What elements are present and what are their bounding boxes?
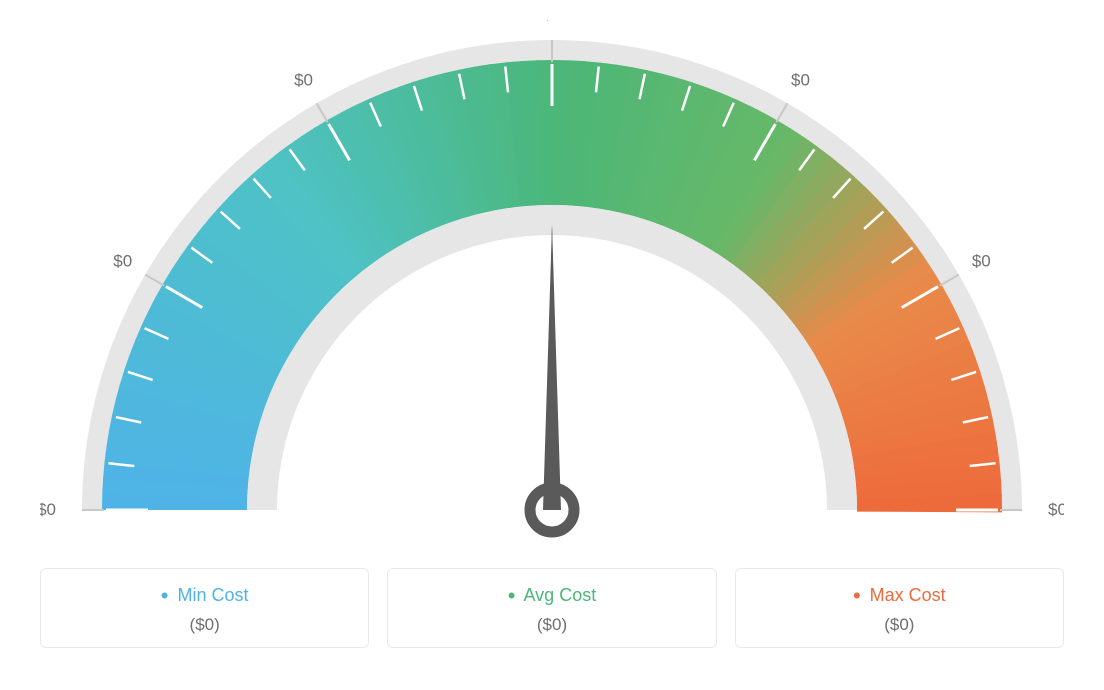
svg-text:$0: $0 (791, 71, 810, 90)
gauge-svg: $0 $0 $0 $0 $0 $0 $0 (40, 20, 1064, 560)
legend-card-avg: • Avg Cost ($0) (387, 568, 716, 648)
legend-label-max: • Max Cost (752, 583, 1047, 609)
svg-text:$0: $0 (294, 71, 313, 90)
legend-row: • Min Cost ($0) • Avg Cost ($0) • Max Co… (40, 568, 1064, 648)
legend-label-max-text: Max Cost (870, 585, 946, 605)
legend-label-min-text: Min Cost (178, 585, 249, 605)
svg-text:$0: $0 (40, 500, 56, 519)
svg-text:$0: $0 (543, 20, 562, 23)
svg-text:$0: $0 (972, 252, 991, 271)
dot-icon-max: • (853, 583, 861, 608)
legend-label-avg-text: Avg Cost (524, 585, 597, 605)
legend-label-avg: • Avg Cost (404, 583, 699, 609)
legend-value-max: ($0) (752, 615, 1047, 635)
legend-value-min: ($0) (57, 615, 352, 635)
legend-label-min: • Min Cost (57, 583, 352, 609)
dot-icon-min: • (161, 583, 169, 608)
legend-card-max: • Max Cost ($0) (735, 568, 1064, 648)
legend-card-min: • Min Cost ($0) (40, 568, 369, 648)
dot-icon-avg: • (508, 583, 516, 608)
svg-text:$0: $0 (1048, 500, 1064, 519)
legend-value-avg: ($0) (404, 615, 699, 635)
gauge-chart: $0 $0 $0 $0 $0 $0 $0 (40, 20, 1064, 560)
svg-text:$0: $0 (113, 252, 132, 271)
